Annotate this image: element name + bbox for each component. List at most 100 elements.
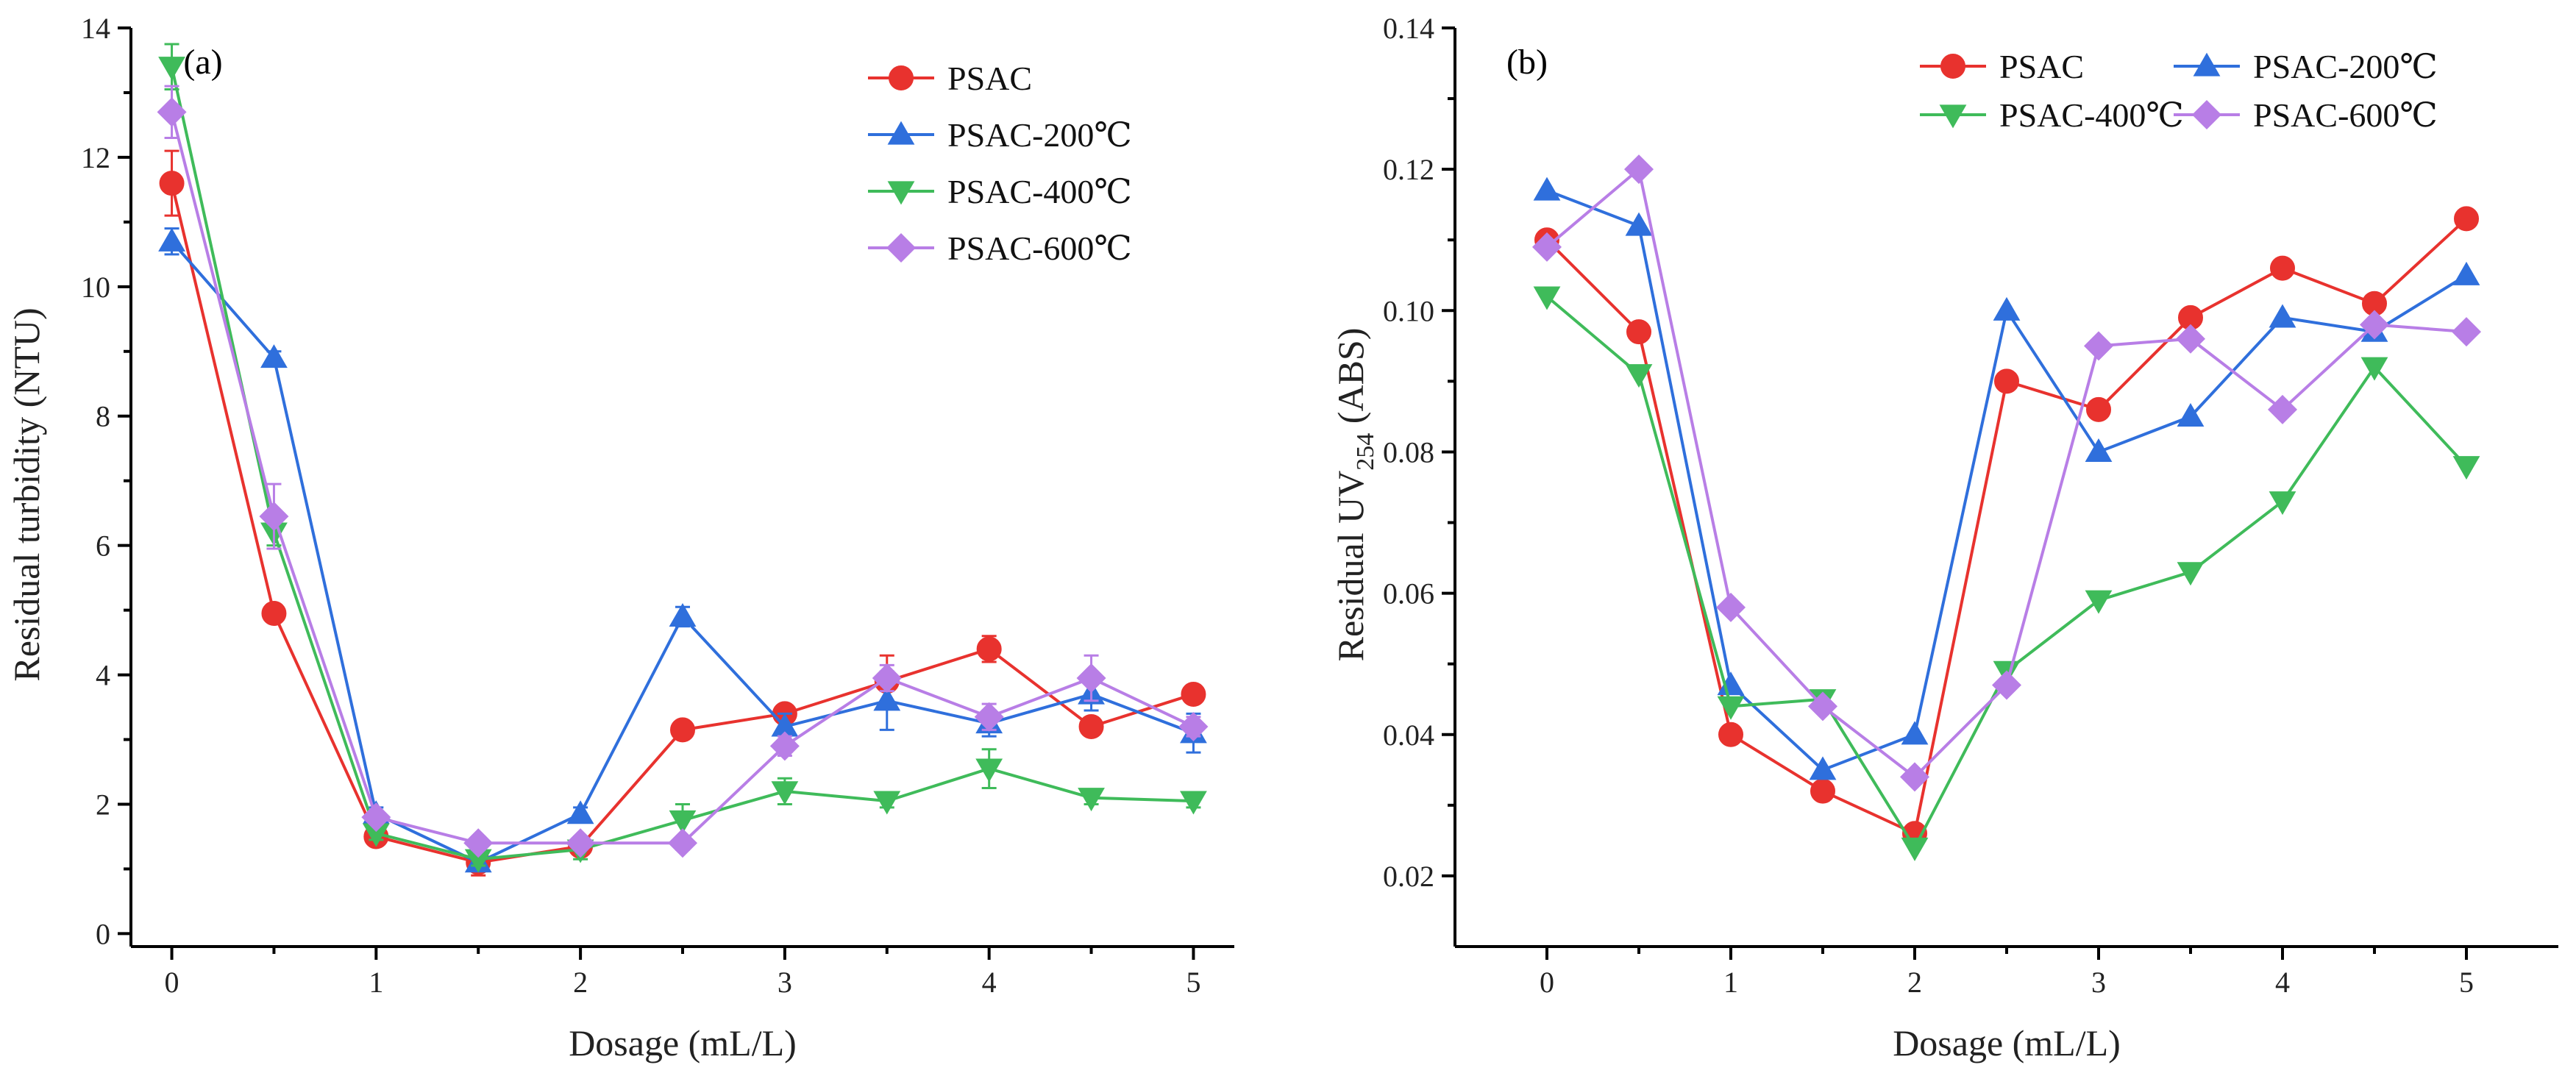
data-point-psac (1181, 681, 1206, 707)
data-point-psac-600c (2176, 324, 2205, 354)
data-point-psac-200c (2452, 261, 2480, 285)
legend-marker-psac (889, 65, 914, 90)
data-point-psac-400c (1625, 364, 1653, 388)
legend-item-psac-200c: PSAC-200℃ (2174, 48, 2438, 85)
y-tick-label: 0.12 (1383, 153, 1434, 186)
data-point-psac (1994, 368, 2019, 394)
data-point-psac-600c (259, 502, 289, 532)
data-point-psac-600c (2268, 394, 2297, 424)
data-point-psac-200c (1993, 296, 2021, 321)
data-point-psac-400c (2085, 590, 2113, 614)
panel-label: (b) (1506, 43, 1548, 82)
y-tick-label: 2 (96, 788, 110, 821)
x-tick-label: 2 (1907, 966, 1922, 999)
y-tick-label: 4 (96, 659, 110, 692)
x-axis-title: Dosage (mL/L) (569, 1022, 797, 1063)
data-point-psac (2270, 255, 2295, 281)
data-point-psac (976, 636, 1002, 662)
y-tick-label: 0.10 (1383, 294, 1434, 327)
y-axis-title-main: Residual UV (1330, 471, 1371, 662)
y-tick-label: 0.04 (1383, 719, 1434, 752)
x-tick-label: 1 (1723, 966, 1738, 999)
legend-label-psac-600c: PSAC-600℃ (947, 229, 1132, 267)
x-tick-label: 2 (573, 966, 588, 999)
data-point-psac-200c (566, 800, 594, 824)
y-tick-label: 6 (96, 530, 110, 563)
data-point-psac-400c (873, 791, 901, 815)
data-point-psac-400c (771, 781, 799, 805)
y-tick-label: 0 (96, 917, 110, 950)
legend-marker-psac-200c (887, 121, 915, 145)
y-axis-title: Residual UV254 (ABS) (1330, 328, 1379, 662)
series-psac-400c (158, 43, 1207, 873)
series-psac-200c (158, 227, 1207, 873)
data-point-psac-600c (974, 702, 1004, 732)
legend: PSAC PSAC-200℃ PSAC-400℃ PSAC-600℃ (868, 60, 1132, 267)
data-point-psac-600c (668, 828, 697, 858)
data-point-psac-600c (1624, 154, 1654, 185)
data-point-psac-200c (771, 713, 799, 737)
legend-label-psac-400c: PSAC-400℃ (1999, 96, 2184, 134)
legend-label-psac-200c: PSAC-200℃ (2253, 48, 2438, 85)
y-tick-label: 12 (81, 141, 110, 174)
x-tick-label: 3 (778, 966, 792, 999)
data-point-psac-200c (1625, 212, 1653, 236)
legend-label-psac-600c: PSAC-600℃ (2253, 96, 2438, 134)
y-tick-label: 8 (96, 400, 110, 433)
chart-b: 0 1 2 3 4 5 0.02 0.04 0.06 0.08 0.10 0.12 0.14 Dosage… (1330, 12, 2558, 1063)
data-point-psac (1718, 722, 1743, 747)
x-tick-label: 4 (982, 966, 997, 999)
x-tick-label: 0 (1540, 966, 1554, 999)
data-point-psac-200c (2177, 403, 2205, 427)
data-point-psac-400c (1901, 837, 1929, 861)
series-psac-600c (1532, 154, 2481, 792)
data-point-psac-600c (2452, 317, 2481, 347)
data-point-psac (261, 601, 287, 627)
legend-item-psac-400c: PSAC-400℃ (868, 173, 1132, 210)
data-point-psac-600c (463, 828, 494, 858)
y-axis-title-suffix: (ABS) (1330, 328, 1371, 433)
data-point-psac-600c (2084, 331, 2113, 361)
data-point-psac-600c (1178, 711, 1209, 741)
series-line-psac (170, 182, 1195, 864)
data-point-psac-200c (2269, 304, 2296, 328)
x-tick-label: 4 (2275, 966, 2290, 999)
legend-item-psac-600c: PSAC-600℃ (868, 229, 1132, 267)
legend-marker-psac-200c (2193, 52, 2221, 76)
legend-marker-psac (1940, 54, 1965, 79)
y-tick-label: 10 (81, 271, 110, 304)
data-point-psac-600c (769, 731, 800, 761)
data-point-psac-400c (1717, 696, 1745, 720)
legend-marker-psac-600c (2192, 100, 2221, 129)
data-point-psac (1810, 778, 1835, 804)
data-point-psac-200c (158, 227, 185, 252)
data-point-psac-200c (1717, 671, 1745, 696)
data-point-psac-400c (1078, 788, 1105, 812)
data-point-psac-400c (464, 849, 492, 873)
data-point-psac-200c (1809, 756, 1837, 780)
y-tick-label: 0.08 (1383, 435, 1434, 468)
legend-marker-psac-400c (887, 181, 915, 205)
series-psac-600c (157, 85, 1209, 858)
y-tick-label: 0.14 (1383, 12, 1434, 45)
legend-item-psac-600c: PSAC-600℃ (2174, 96, 2438, 134)
legend-item-psac: PSAC (1920, 48, 2084, 85)
data-point-psac (670, 717, 695, 743)
data-point-psac-600c (1808, 691, 1837, 722)
data-point-psac-200c (669, 603, 697, 627)
data-point-psac-200c (2085, 438, 2113, 463)
data-point-psac-600c (1992, 670, 2021, 700)
data-point-psac (2454, 206, 2479, 232)
data-point-psac-200c (873, 687, 901, 711)
data-point-psac (2086, 396, 2111, 422)
legend-label-psac: PSAC (947, 60, 1032, 97)
data-point-psac-200c (1901, 721, 1929, 745)
data-point-psac-400c (2177, 562, 2205, 586)
y-tick-label: 14 (81, 12, 110, 45)
data-point-psac-600c (1716, 592, 1746, 622)
y-tick-label: 0.02 (1383, 860, 1434, 893)
data-point-psac-600c (2360, 310, 2389, 340)
